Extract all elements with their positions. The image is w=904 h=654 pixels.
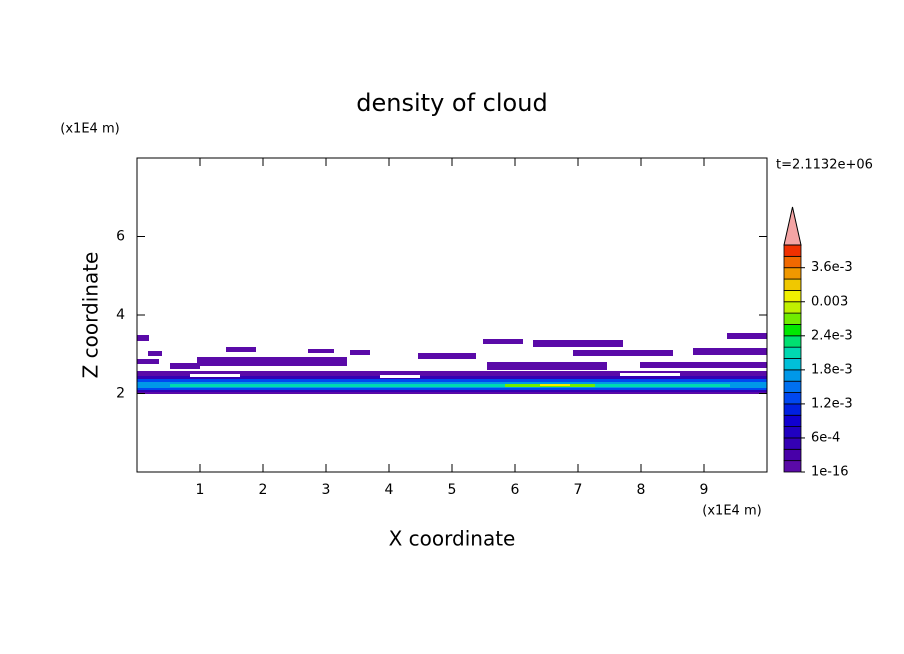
colorbar-swatch [783, 267, 802, 280]
x-tick-label: 6 [511, 482, 520, 498]
colorbar-swatch [783, 301, 802, 314]
x-unit: (x1E4 m) [702, 504, 761, 519]
y-tick-label: 6 [116, 229, 125, 245]
x-tick-label: 4 [385, 482, 394, 498]
y-tick-label: 2 [116, 386, 125, 402]
colorbar-tick-label: 1e-16 [811, 465, 849, 480]
colorbar-swatch [783, 448, 802, 462]
colorbar-swatch [783, 392, 802, 405]
x-axis-label: X coordinate [389, 527, 516, 551]
colorbar-swatch [783, 460, 802, 473]
colorbar-swatch [783, 437, 802, 450]
colorbar-swatch [783, 244, 802, 257]
colorbar-swatch [783, 369, 802, 382]
y-axis-label: Z coordinate [79, 252, 103, 379]
colorbar-tick-label: 0.003 [811, 294, 848, 309]
colorbar-swatch [783, 255, 802, 269]
x-tick-label: 3 [322, 482, 331, 498]
colorbar-swatch [783, 289, 802, 303]
x-tick-label: 2 [259, 482, 268, 498]
x-tick-label: 7 [574, 482, 583, 498]
x-tick-label: 9 [700, 482, 709, 498]
plot-frame [136, 157, 768, 473]
x-tick-label: 1 [196, 482, 205, 498]
colorbar-swatch [783, 403, 802, 416]
chart-title: density of cloud [356, 89, 547, 117]
colorbar-swatch [783, 335, 802, 348]
y-tick-label: 4 [116, 307, 125, 323]
colorbar-swatch [783, 380, 802, 393]
x-tick-label: 5 [448, 482, 457, 498]
y-unit: (x1E4 m) [60, 122, 119, 137]
colorbar-swatch [783, 312, 802, 325]
colorbar-tick-label: 3.6e-3 [811, 260, 853, 275]
colorbar-swatch [783, 324, 802, 337]
x-tick-label: 8 [637, 482, 646, 498]
colorbar-tick-label: 6e-4 [811, 430, 840, 445]
colorbar-tick-label: 1.8e-3 [811, 362, 853, 377]
colorbar-swatch [783, 414, 802, 428]
colorbar-swatch [783, 346, 802, 359]
colorbar-swatch [783, 358, 802, 371]
colorbar-swatch [783, 278, 802, 291]
colorbar-extension [783, 206, 802, 246]
time-annotation: t=2.1132e+06 [776, 158, 873, 173]
colorbar-swatch [783, 426, 802, 439]
colorbar-tick-label: 2.4e-3 [811, 328, 853, 343]
contour-field [137, 333, 767, 394]
colorbar-tick-label: 1.2e-3 [811, 396, 853, 411]
